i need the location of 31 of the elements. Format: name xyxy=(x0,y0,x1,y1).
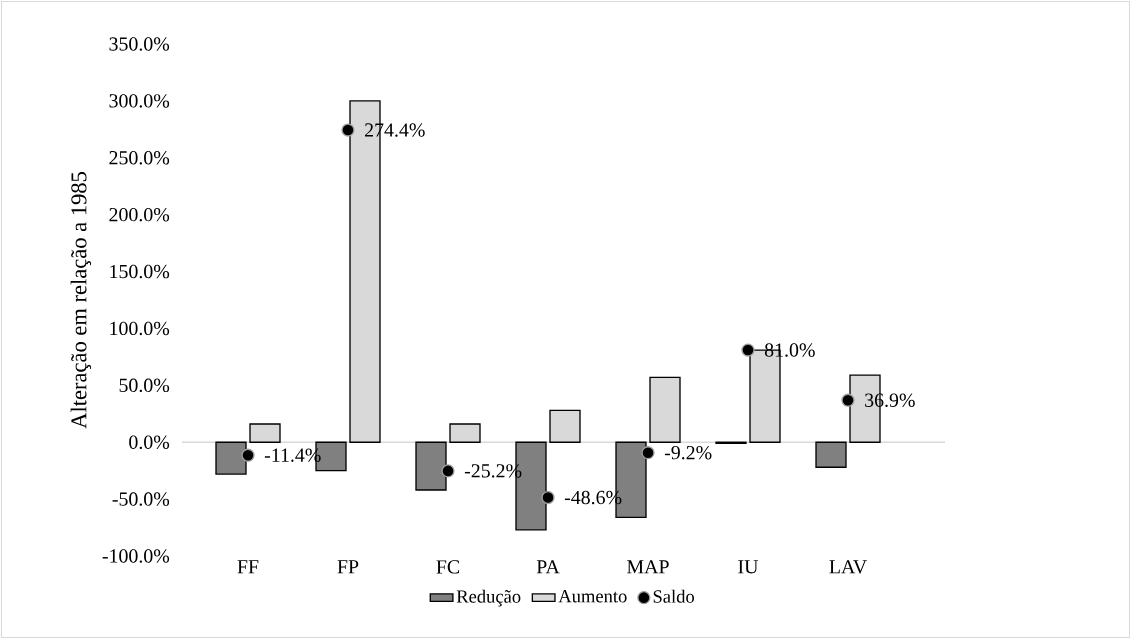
y-tick-label: 100.0% xyxy=(110,321,170,336)
legend-label: Saldo xyxy=(653,589,695,603)
x-tick-label: MAP xyxy=(627,560,669,574)
point xyxy=(541,490,555,505)
data-label: 81.0% xyxy=(764,343,815,357)
data-label: -9.2% xyxy=(664,445,712,460)
y-tick-label: 350.0% xyxy=(109,37,170,51)
x-tick-label: PA xyxy=(536,560,560,574)
y-tick-label: 250.0% xyxy=(109,151,170,165)
x-tick-label: LAV xyxy=(829,560,867,574)
y-tick-label: 200.0% xyxy=(109,207,170,222)
legend-label: Redução xyxy=(456,589,521,607)
point xyxy=(841,393,855,407)
x-tick-label: FP xyxy=(337,560,359,574)
y-tick-label: -100.0% xyxy=(102,549,170,563)
x-tick-label: FC xyxy=(436,560,460,574)
y-tick-label: 150.0% xyxy=(110,264,170,279)
y-tick-label: 0.0% xyxy=(129,435,170,449)
x-tick-label: IU xyxy=(738,560,759,574)
point xyxy=(241,448,255,462)
point xyxy=(641,446,655,460)
point xyxy=(341,123,355,137)
y-axis-title: Alteração em relação a 1985 xyxy=(70,172,92,429)
y-tick-label: 300.0% xyxy=(109,94,170,108)
point xyxy=(441,464,455,478)
y-tick-label: -50.0% xyxy=(112,492,170,506)
bar xyxy=(815,441,847,468)
x-tick-label: FF xyxy=(237,560,259,574)
y-tick-label: 50.0% xyxy=(119,378,170,393)
point xyxy=(741,343,755,357)
legend-label: Aumento xyxy=(558,590,627,603)
